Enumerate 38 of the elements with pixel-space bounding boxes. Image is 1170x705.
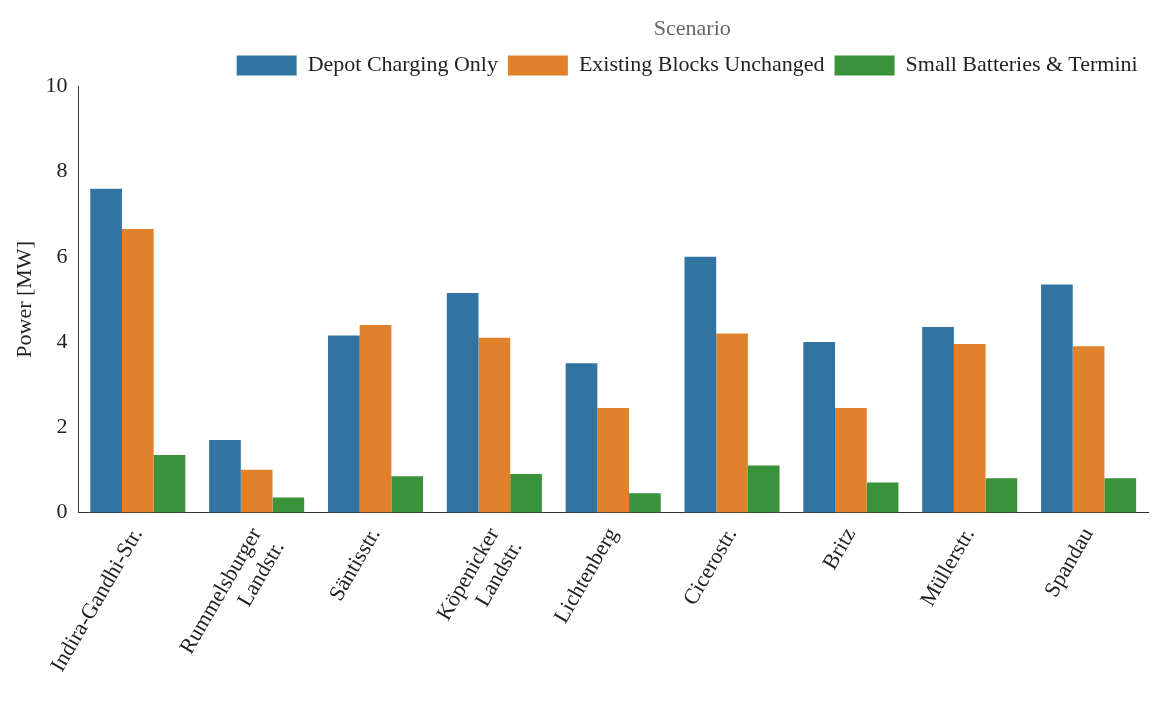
bar <box>90 188 122 513</box>
bar <box>747 465 780 513</box>
bar <box>565 363 598 513</box>
bar <box>478 337 511 513</box>
bar <box>866 482 899 513</box>
bar <box>985 478 1018 513</box>
y-tick-label: 4 <box>56 327 68 353</box>
bar <box>1041 284 1073 513</box>
legend-title: Scenario <box>653 14 731 40</box>
bar <box>240 469 273 513</box>
bar <box>121 229 154 513</box>
y-tick-label: 0 <box>56 498 68 524</box>
legend-label: Depot Charging Only <box>307 51 498 77</box>
bar <box>359 324 392 513</box>
y-tick-label: 10 <box>45 72 68 98</box>
bar <box>922 327 954 513</box>
bar <box>209 439 241 513</box>
bar <box>153 454 186 513</box>
bar <box>446 293 479 513</box>
bar <box>835 408 867 513</box>
bar <box>1104 478 1137 513</box>
y-tick-label: 2 <box>56 412 68 438</box>
y-tick-label: 6 <box>56 242 68 268</box>
legend-label: Small Batteries & Termini <box>905 51 1138 77</box>
y-tick-label: 8 <box>56 157 68 183</box>
bar <box>953 344 986 513</box>
y-axis-title: Power [MW] <box>10 241 36 358</box>
bar <box>391 476 424 513</box>
bar <box>629 493 661 513</box>
legend-label: Existing Blocks Unchanged <box>578 51 825 77</box>
bar <box>716 333 748 513</box>
bar <box>327 335 360 513</box>
bar <box>1072 346 1105 513</box>
bar <box>597 408 630 513</box>
bar <box>510 474 542 513</box>
bar <box>272 497 305 513</box>
bar <box>803 341 836 513</box>
bar <box>684 256 717 513</box>
